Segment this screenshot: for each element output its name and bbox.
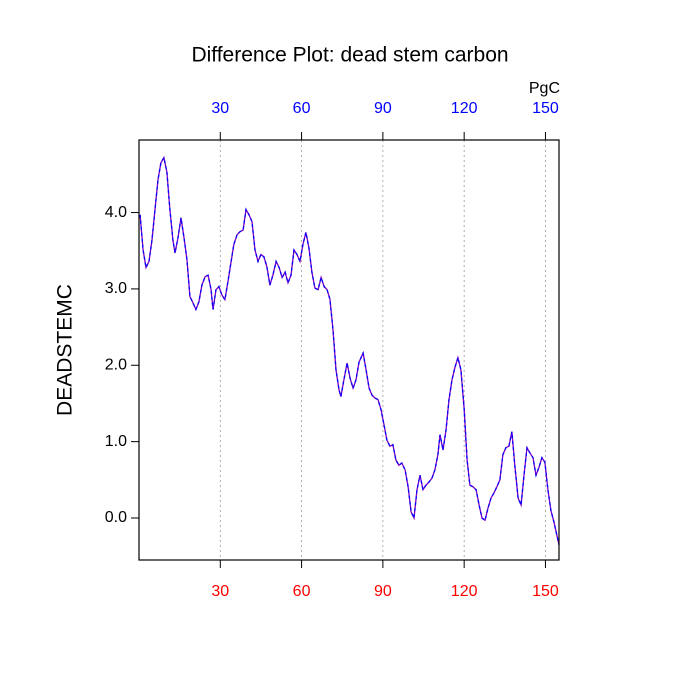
series-line: [139, 155, 560, 545]
plot-frame: [138, 139, 560, 561]
y-tick-label: 1.0: [105, 433, 127, 450]
x-tick-label: 120: [451, 583, 478, 600]
y-axis-label: DEADSTEMC: [54, 284, 77, 416]
x2-axis-label: PgC: [529, 80, 560, 97]
x2-tick-label: 150: [532, 100, 559, 117]
x-tick-label: 30: [211, 583, 229, 600]
y-tick-label: 3.0: [105, 280, 127, 297]
x-tick-label: 90: [374, 583, 392, 600]
x-tick-label: 150: [532, 583, 559, 600]
x2-tick-label: 60: [293, 100, 311, 117]
y-tick-label: 4.0: [105, 204, 127, 221]
x-tick-label: 60: [293, 583, 311, 600]
x2-tick-label: 90: [374, 100, 392, 117]
x2-tick-label: 30: [211, 100, 229, 117]
chart-title: Difference Plot: dead stem carbon: [191, 44, 508, 67]
x2-tick-label: 120: [451, 100, 478, 117]
y-tick-label: 2.0: [105, 356, 127, 373]
y-tick-label: 0.0: [105, 509, 127, 526]
